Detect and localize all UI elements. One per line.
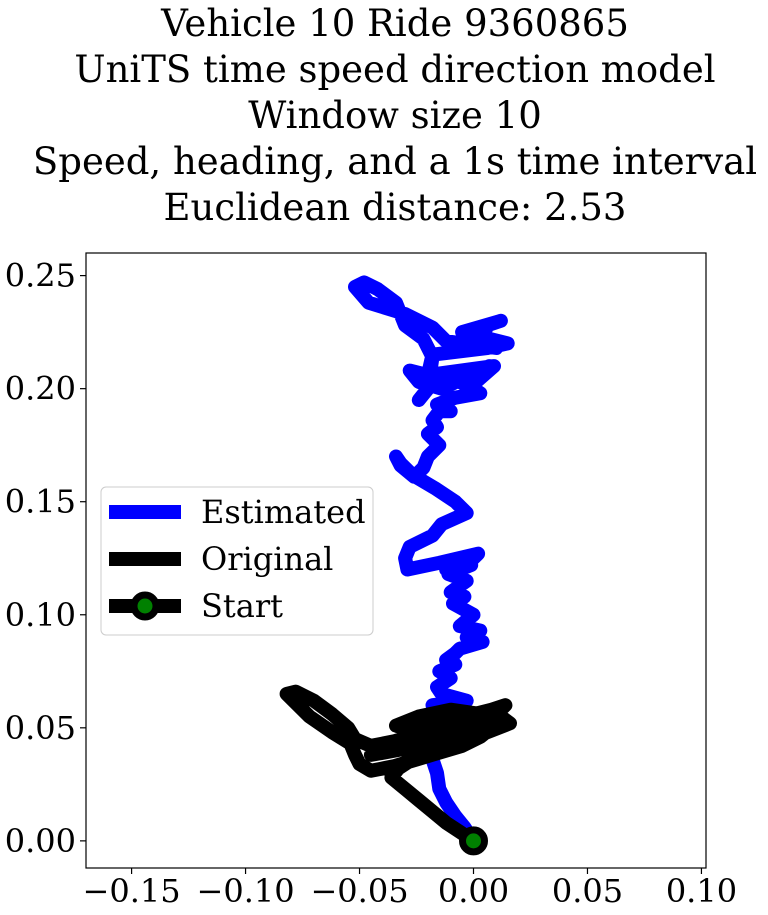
x-tick-label: 0.05 [552, 872, 623, 910]
series-line-original [279, 684, 517, 848]
title-line: Vehicle 10 Ride 9360865 [160, 2, 629, 45]
title-line: Speed, heading, and a 1s time interval [33, 140, 757, 183]
x-axis: −0.15 −0.10 −0.05 0.00 0.05 0.10 [83, 868, 737, 910]
title-line: Window size 10 [248, 94, 542, 137]
x-tick-label: 0.00 [438, 872, 509, 910]
legend-label: Original [201, 540, 333, 578]
y-tick-label: 0.05 [5, 709, 76, 747]
legend-box [100, 486, 374, 636]
plot-frame [85, 252, 707, 869]
y-tick-label: 0.25 [5, 257, 76, 295]
y-tick-label: 0.15 [5, 483, 76, 521]
y-axis: 0.00 0.05 0.10 0.15 0.20 0.25 [5, 257, 86, 860]
x-tick-label: −0.10 [197, 872, 295, 910]
legend: Estimated Original Start [100, 486, 374, 636]
start-marker [459, 826, 488, 856]
x-tick-label: −0.15 [83, 872, 181, 910]
x-tick-label: −0.05 [310, 872, 408, 910]
plot-series [279, 275, 517, 856]
legend-label: Estimated [201, 493, 366, 531]
y-tick-label: 0.20 [5, 370, 76, 408]
title-line: Euclidean distance: 2.53 [164, 186, 627, 229]
series-line-estimated [348, 275, 515, 848]
title-line: UniTS time speed direction model [74, 48, 715, 91]
legend-label: Start [201, 587, 283, 625]
y-tick-label: 0.10 [5, 596, 76, 634]
legend-start-marker [130, 591, 160, 621]
x-tick-label: 0.10 [666, 872, 737, 910]
y-tick-label: 0.00 [5, 822, 76, 860]
